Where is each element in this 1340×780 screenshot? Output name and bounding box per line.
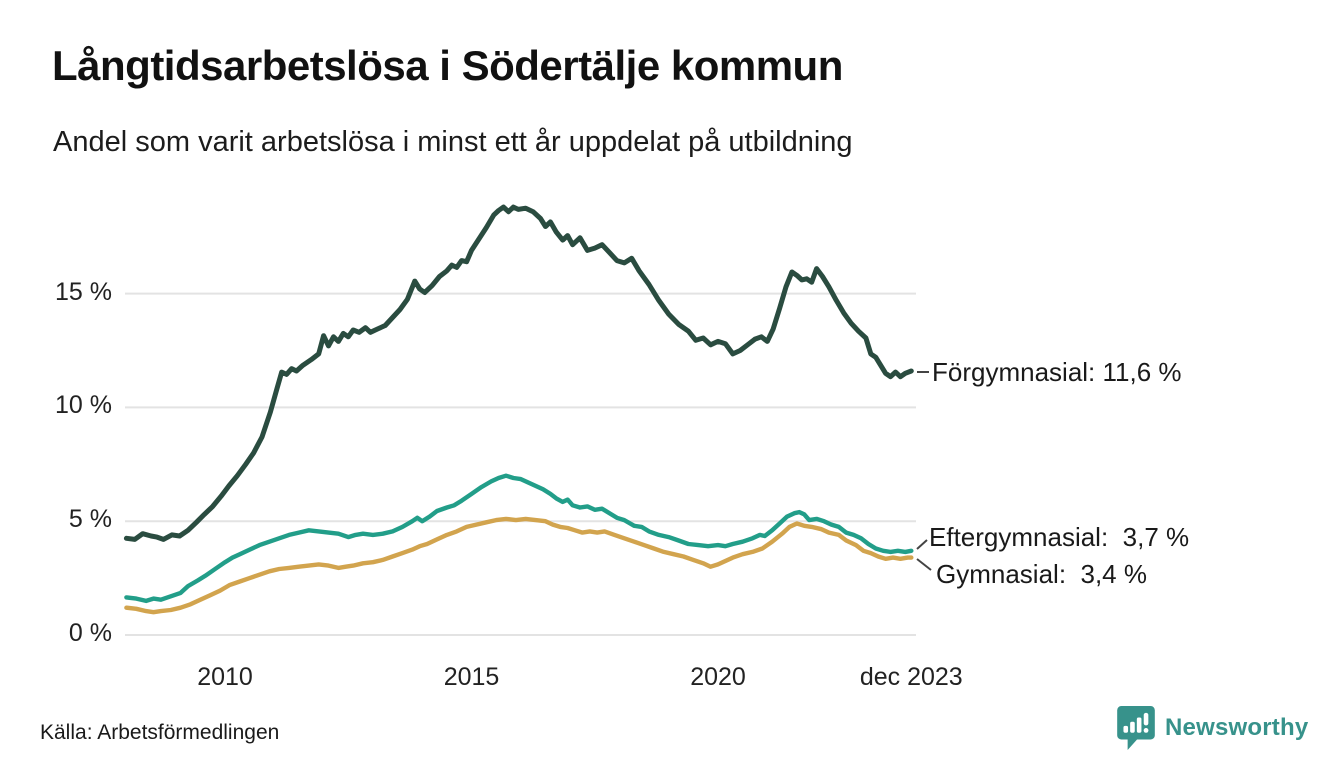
x-axis-tick-label: 2015 <box>443 663 500 691</box>
page-title: Långtidsarbetslösa i Södertälje kommun <box>52 42 843 89</box>
y-axis-tick-label: 0 % <box>68 619 112 647</box>
x-axis-tick-label: 2010 <box>197 663 253 691</box>
y-axis-tick-label: 15 % <box>55 277 112 306</box>
series-lines <box>123 204 914 615</box>
page-subtitle: Andel som varit arbetslösa i minst ett å… <box>53 126 853 158</box>
series-line-gymnasial <box>124 516 914 615</box>
series-end-label-eftergymnasial: Eftergymnasial: 3,7 % <box>929 522 1190 552</box>
series-end-label-forgymnasial: Förgymnasial: 11,6 % <box>932 357 1182 387</box>
label-connector <box>916 539 928 550</box>
series-label-connectors <box>916 371 932 571</box>
y-axis-tick-label: 5 % <box>68 505 112 534</box>
x-axis-tick-label: 2020 <box>690 663 746 691</box>
newsworthy-icon <box>1117 706 1155 750</box>
label-connector <box>916 558 932 571</box>
series-line-eftergymnasial <box>124 473 914 604</box>
x-axis-tick-label: dec 2023 <box>859 663 963 691</box>
newsworthy-wordmark: Newsworthy <box>1165 714 1309 741</box>
source-note: Källa: Arbetsförmedlingen <box>40 721 280 744</box>
y-axis-tick-label: 10 % <box>55 391 112 420</box>
series-end-label-gymnasial: Gymnasial: 3,4 % <box>936 559 1147 589</box>
series-line-förgymnasial <box>123 204 914 542</box>
newsworthy-logo: Newsworthy <box>1115 705 1308 751</box>
